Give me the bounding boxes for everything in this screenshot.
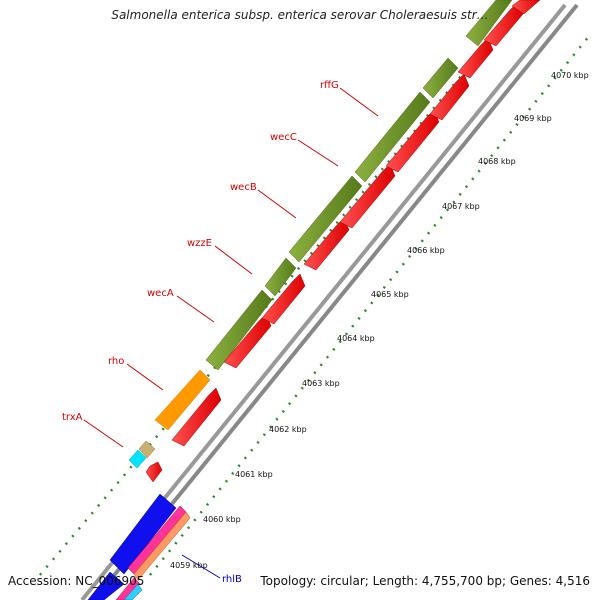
kbp-label: 4060 kbp bbox=[203, 515, 241, 524]
gene-top-fwd bbox=[465, 0, 513, 47]
gene-rho-fwd bbox=[154, 369, 211, 431]
gene-rhlB-orange bbox=[133, 511, 191, 581]
gene-label-wzzE: wzzE bbox=[187, 238, 212, 249]
gene-label-wecB: wecB bbox=[230, 182, 257, 193]
gene-rev-1 bbox=[171, 387, 222, 447]
kbp-label: 4059 kbp bbox=[170, 561, 208, 570]
gene-label-trxA: trxA bbox=[62, 412, 83, 423]
genome-summary-text: Topology: circular; Length: 4,755,700 bp… bbox=[260, 574, 590, 588]
gene-rev-6 bbox=[339, 163, 396, 229]
forward-strand-genes bbox=[128, 0, 513, 469]
kbp-label: 4068 kbp bbox=[478, 157, 516, 166]
gene-cyan-lower bbox=[123, 583, 143, 600]
gene-wecA-fwd bbox=[205, 289, 273, 371]
accession-text: Accession: NC_006905 bbox=[8, 574, 145, 588]
kbp-label: 4070 kbp bbox=[551, 71, 589, 80]
gene-blue-large bbox=[109, 493, 177, 575]
gene-wzzE-fwd bbox=[264, 257, 297, 297]
gene-label-rhlB: rhlB bbox=[222, 574, 242, 585]
gene-blue-lower bbox=[87, 571, 125, 600]
gene-labels: rffG wecC wecB wzzE wecA rho trxA rhlB bbox=[62, 80, 339, 585]
reverse-strand-genes bbox=[145, 0, 541, 483]
kbp-labels: 4070 kbp 4069 kbp 4068 kbp 4067 kbp 4066… bbox=[170, 71, 589, 570]
kbp-label: 4062 kbp bbox=[269, 425, 307, 434]
gene-rev-4 bbox=[261, 273, 306, 325]
gene-rev-8 bbox=[429, 73, 470, 121]
gene-trxA-cyan bbox=[128, 449, 147, 469]
backbone-inner bbox=[92, 3, 579, 600]
genome-title: Salmonella enterica subsp. enterica sero… bbox=[111, 8, 489, 22]
gene-wecC-fwd bbox=[354, 91, 431, 183]
inner-tick-ring bbox=[149, 34, 591, 576]
kbp-label: 4067 kbp bbox=[442, 202, 480, 211]
gene-label-wecA: wecA bbox=[147, 288, 174, 299]
gene-trxA-tan bbox=[138, 440, 156, 459]
gene-rev-2 bbox=[145, 461, 163, 483]
gene-wecB-fwd bbox=[288, 175, 363, 263]
kbp-label: 4066 kbp bbox=[407, 246, 445, 255]
gene-rev-11 bbox=[511, 0, 541, 15]
kbp-label: 4061 kbp bbox=[235, 470, 273, 479]
gene-rev-9 bbox=[457, 37, 494, 79]
gene-magenta-lower bbox=[115, 577, 141, 600]
gene-label-wecC: wecC bbox=[270, 132, 297, 143]
kbp-label: 4064 kbp bbox=[337, 334, 375, 343]
leader-lines bbox=[83, 87, 379, 579]
gene-label-rffG: rffG bbox=[320, 80, 339, 91]
gene-rffG-fwd bbox=[422, 57, 459, 99]
bottom-genes bbox=[87, 493, 191, 600]
gene-label-rho: rho bbox=[108, 356, 124, 367]
kbp-label: 4065 kbp bbox=[371, 290, 409, 299]
kbp-label: 4063 kbp bbox=[302, 379, 340, 388]
kbp-label: 4069 kbp bbox=[514, 114, 552, 123]
